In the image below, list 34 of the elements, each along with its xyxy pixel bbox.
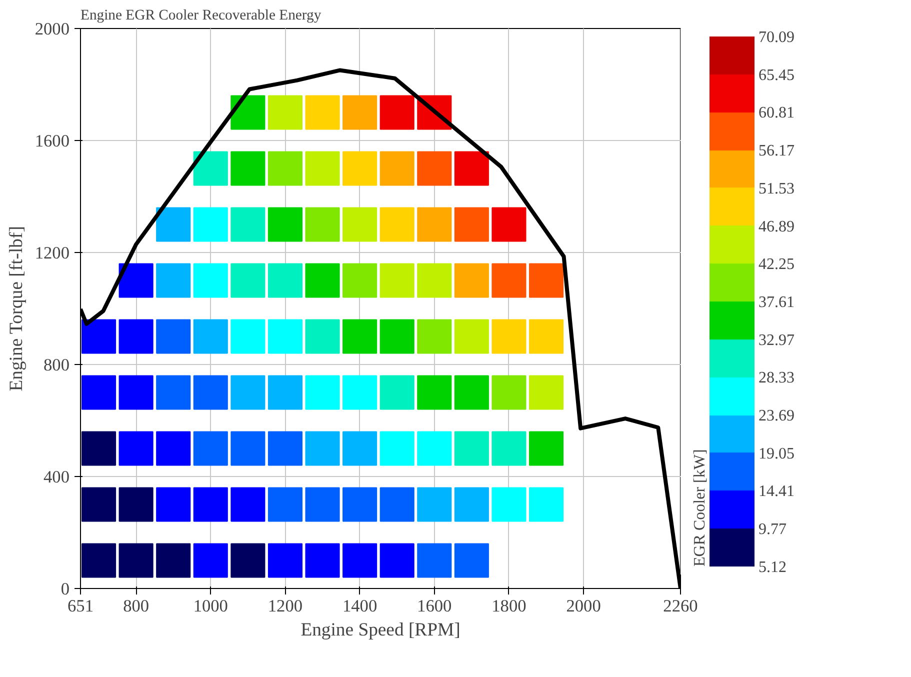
- color-bar-label: 23.69: [758, 408, 794, 425]
- y-tick-label: 400: [44, 468, 70, 486]
- color-bar-label: 70.09: [758, 29, 794, 46]
- color-bar-label: 51.53: [758, 180, 794, 198]
- x-axis-title: Engine Speed [RPM]: [300, 620, 460, 640]
- x-tick-label: 1000: [193, 596, 228, 616]
- color-bar-title: EGR Cooler [kW]: [692, 449, 708, 566]
- y-tick-label: 0: [60, 580, 70, 598]
- color-bar-label: 9.77: [758, 521, 786, 538]
- x-tick-label: 2260: [663, 596, 698, 616]
- color-bar-label: 28.33: [758, 370, 794, 387]
- color-bar-label: 14.41: [758, 483, 794, 500]
- color-bar-label: 37.61: [758, 294, 794, 311]
- x-tick-label: 1600: [417, 596, 452, 616]
- chart-title: Engine EGR Cooler Recoverable Energy: [80, 8, 322, 24]
- y-tick-label: 1200: [34, 244, 70, 262]
- x-tick-label: 1200: [268, 596, 303, 616]
- x-tick-label: 651: [68, 596, 94, 616]
- color-bar-label: 46.89: [758, 218, 794, 236]
- color-bar-label: 32.97: [758, 332, 794, 349]
- color-bar-label: 56.17: [758, 142, 794, 160]
- color-bar-label: 19.05: [758, 445, 794, 462]
- x-tick-label: 1800: [492, 596, 526, 616]
- color-bar-label: 42.25: [758, 256, 794, 274]
- x-tick-label: 800: [123, 596, 150, 616]
- color-bar-label: 65.45: [758, 66, 794, 84]
- color-bar-label: 60.81: [758, 104, 794, 122]
- y-axis-title: Engine Torque [ft-lbf]: [6, 226, 27, 392]
- y-tick-label: 800: [44, 356, 70, 374]
- color-bar-label: 5.12: [758, 559, 786, 576]
- y-tick-label: 1600: [34, 132, 70, 150]
- x-tick-label: 1400: [342, 596, 378, 616]
- x-tick-label: 2000: [566, 596, 601, 616]
- y-tick-label: 2000: [34, 20, 70, 38]
